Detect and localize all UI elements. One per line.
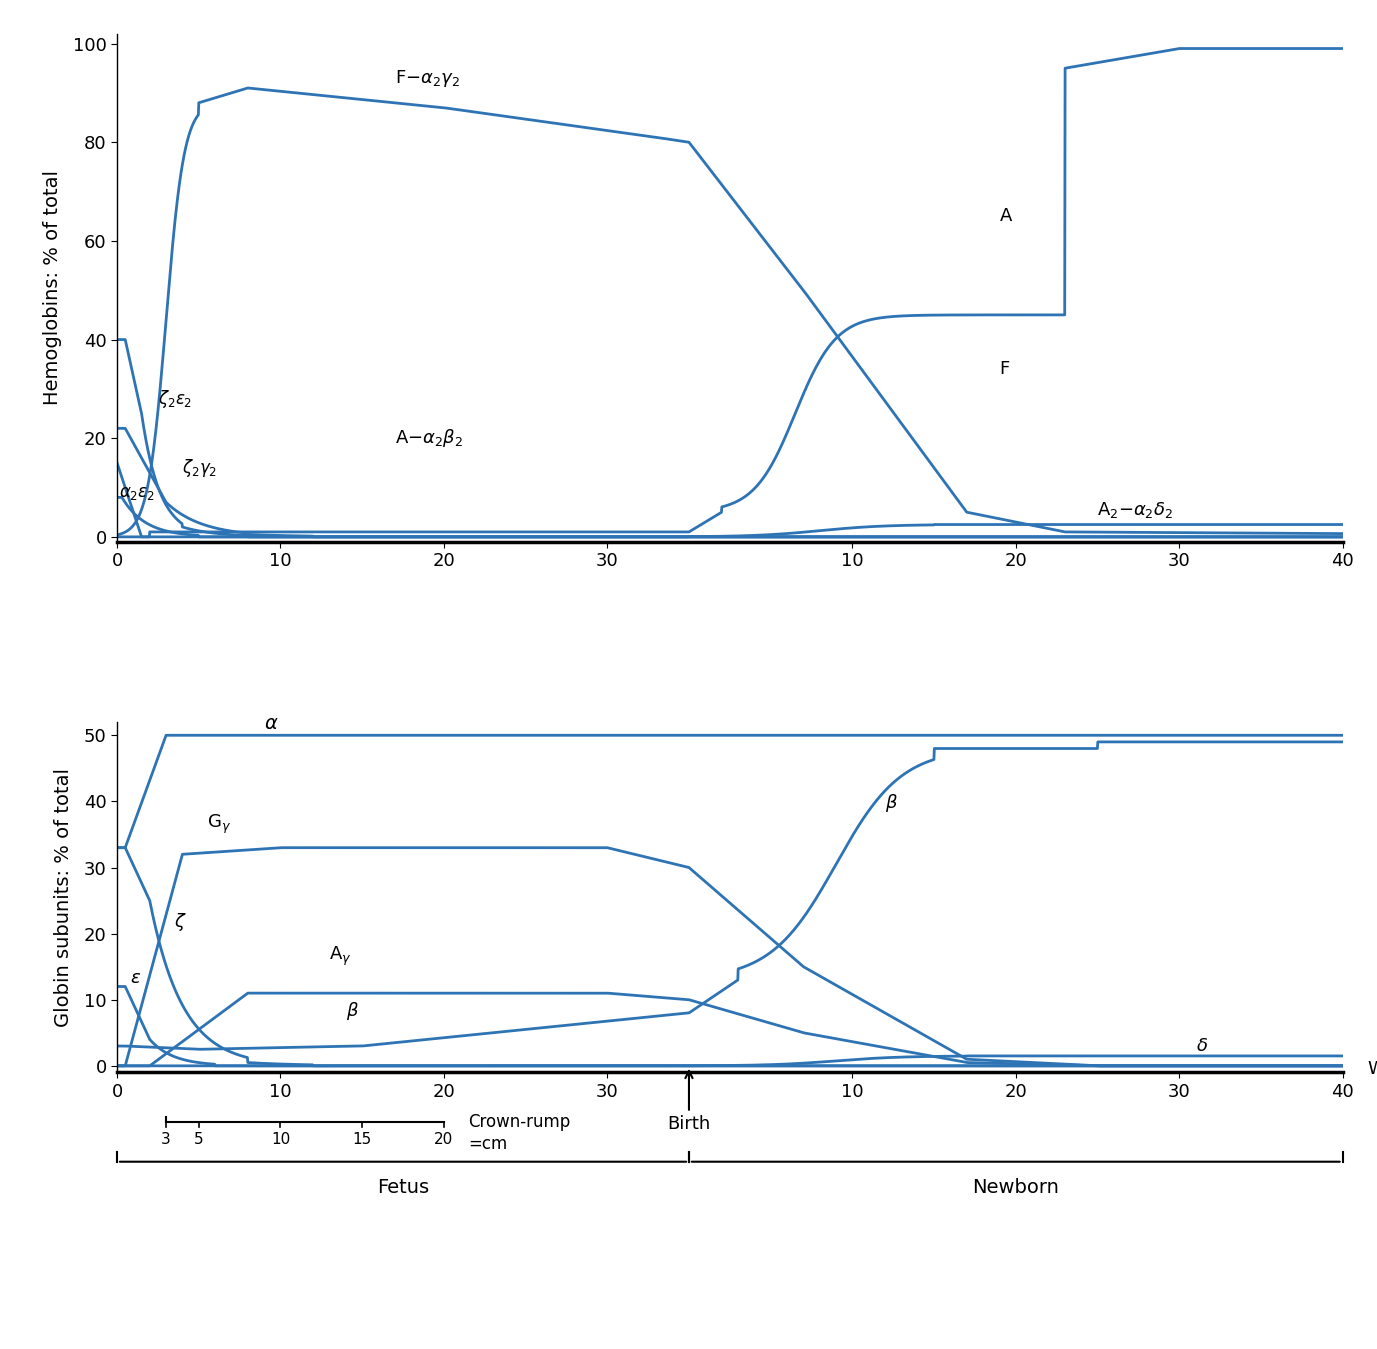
Text: $\beta$: $\beta$ [346,1000,359,1023]
Text: $\beta$: $\beta$ [885,792,898,813]
Text: F: F [1000,360,1009,378]
Text: Crown-rump: Crown-rump [468,1113,570,1130]
Text: $\zeta$: $\zeta$ [175,911,187,934]
Text: Fetus: Fetus [377,1178,430,1197]
Text: Birth: Birth [668,1071,711,1133]
Text: $\varepsilon$: $\varepsilon$ [129,969,142,987]
Text: 3: 3 [161,1132,171,1147]
Text: $\alpha$: $\alpha$ [264,714,278,733]
Text: $\alpha_2\varepsilon_2$: $\alpha_2\varepsilon_2$ [118,484,154,502]
Text: Newborn: Newborn [972,1178,1059,1197]
Text: A$-\alpha_2\beta_2$: A$-\alpha_2\beta_2$ [395,428,463,449]
Y-axis label: Globin subunits: % of total: Globin subunits: % of total [54,768,73,1027]
Y-axis label: Hemoglobins: % of total: Hemoglobins: % of total [43,170,62,405]
Text: =cm: =cm [468,1135,508,1152]
Text: $\delta$: $\delta$ [1195,1037,1208,1055]
Text: 5: 5 [194,1132,204,1147]
Text: A$_\gamma$: A$_\gamma$ [329,944,353,969]
Text: $\zeta_2\gamma_2$: $\zeta_2\gamma_2$ [182,457,218,479]
Text: F$-\alpha_2\gamma_2$: F$-\alpha_2\gamma_2$ [395,67,460,89]
Text: 20: 20 [434,1132,453,1147]
Text: 15: 15 [353,1132,372,1147]
Text: Weeks: Weeks [1367,1060,1377,1078]
Text: A$_2$$-\alpha_2\delta_2$: A$_2$$-\alpha_2\delta_2$ [1097,499,1173,519]
Text: $\zeta_2\varepsilon_2$: $\zeta_2\varepsilon_2$ [158,387,193,410]
Text: A: A [1000,208,1012,225]
Text: 10: 10 [271,1132,291,1147]
Text: G$_\gamma$: G$_\gamma$ [207,812,231,836]
